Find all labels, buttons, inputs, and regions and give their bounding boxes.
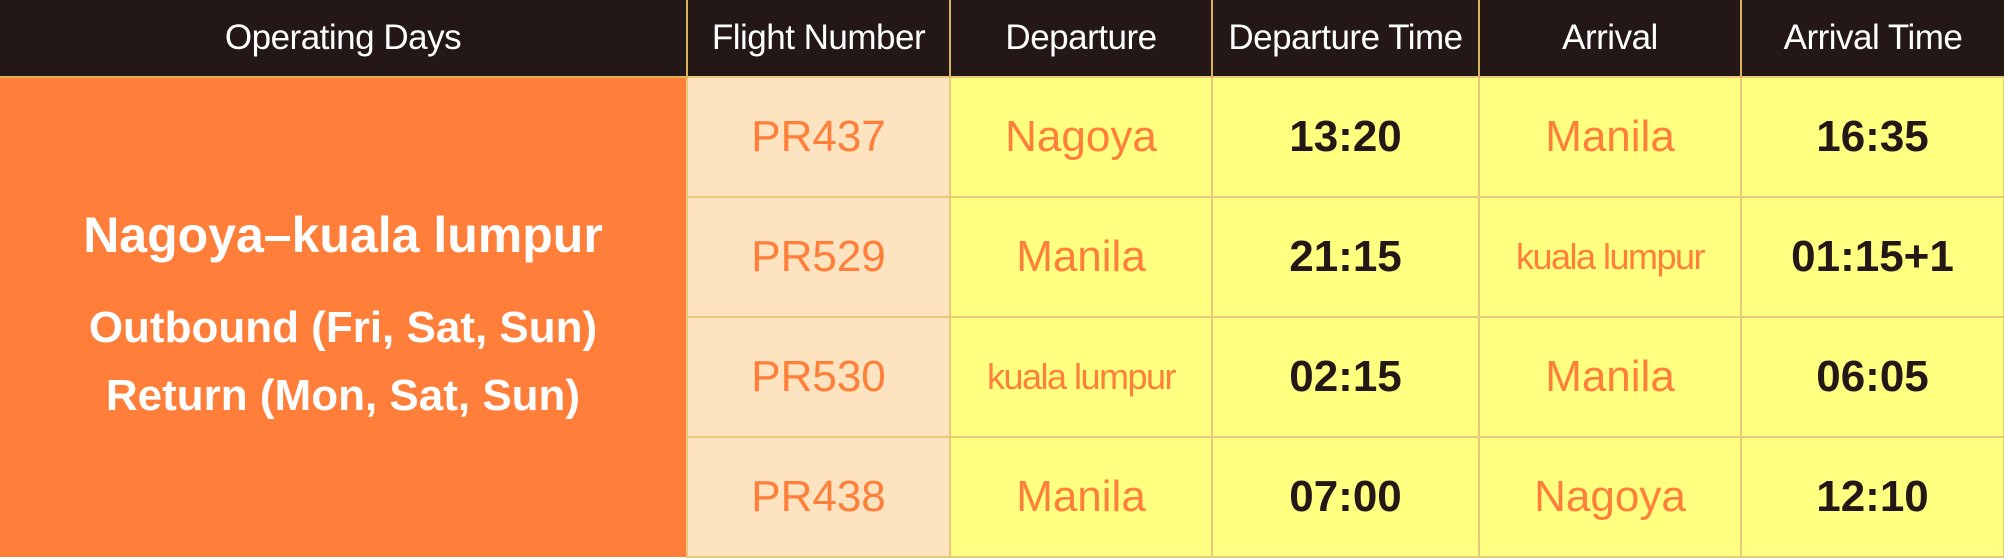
table-row: PR438 Manila 07:00 Nagoya 12:10 [0, 436, 2004, 558]
header-departure: Departure [949, 0, 1212, 77]
departure-time: 02:15 [1211, 316, 1480, 438]
flight-number: PR529 [686, 196, 951, 318]
departure: Nagoya [949, 76, 1213, 198]
arrival-time: 16:35 [1740, 76, 2004, 198]
departure: Manila [949, 196, 1213, 318]
header-operating-days: Operating Days [0, 0, 687, 77]
arrival-time: 01:15+1 [1740, 196, 2004, 318]
table-row: PR529 Manila 21:15 kuala lumpur 01:15+1 [0, 196, 2004, 318]
departure: kuala lumpur [949, 316, 1213, 438]
arrival-time: 06:05 [1740, 316, 2004, 438]
departure-time: 21:15 [1211, 196, 1480, 318]
flight-number: PR437 [686, 76, 951, 198]
header-arrival-time: Arrival Time [1740, 0, 2004, 77]
arrival: Nagoya [1478, 436, 1742, 558]
arrival: Manila [1478, 316, 1742, 438]
header-departure-time: Departure Time [1211, 0, 1479, 77]
header-row: Operating Days Flight Number Departure D… [0, 0, 2004, 77]
operating-days-cell: Nagoya–kuala lumpur Outbound (Fri, Sat, … [0, 76, 687, 557]
departure: Manila [949, 436, 1213, 558]
outbound-days: Outbound (Fri, Sat, Sun) [88, 302, 598, 352]
arrival: Manila [1478, 76, 1742, 198]
flight-number: PR530 [686, 316, 951, 438]
arrival: kuala lumpur [1478, 196, 1742, 318]
departure-time: 07:00 [1211, 436, 1480, 558]
route-label: Nagoya–kuala lumpur [83, 206, 603, 263]
departure-time: 13:20 [1211, 76, 1480, 198]
flight-number: PR438 [686, 436, 951, 558]
return-days: Return (Mon, Sat, Sun) [105, 370, 581, 420]
arrival-time: 12:10 [1740, 436, 2004, 558]
header-flight-number: Flight Number [686, 0, 950, 77]
header-arrival: Arrival [1478, 0, 1741, 77]
table-row: Nagoya–kuala lumpur Outbound (Fri, Sat, … [0, 76, 2004, 557]
table-row: PR530 kuala lumpur 02:15 Manila 06:05 [0, 316, 2004, 438]
